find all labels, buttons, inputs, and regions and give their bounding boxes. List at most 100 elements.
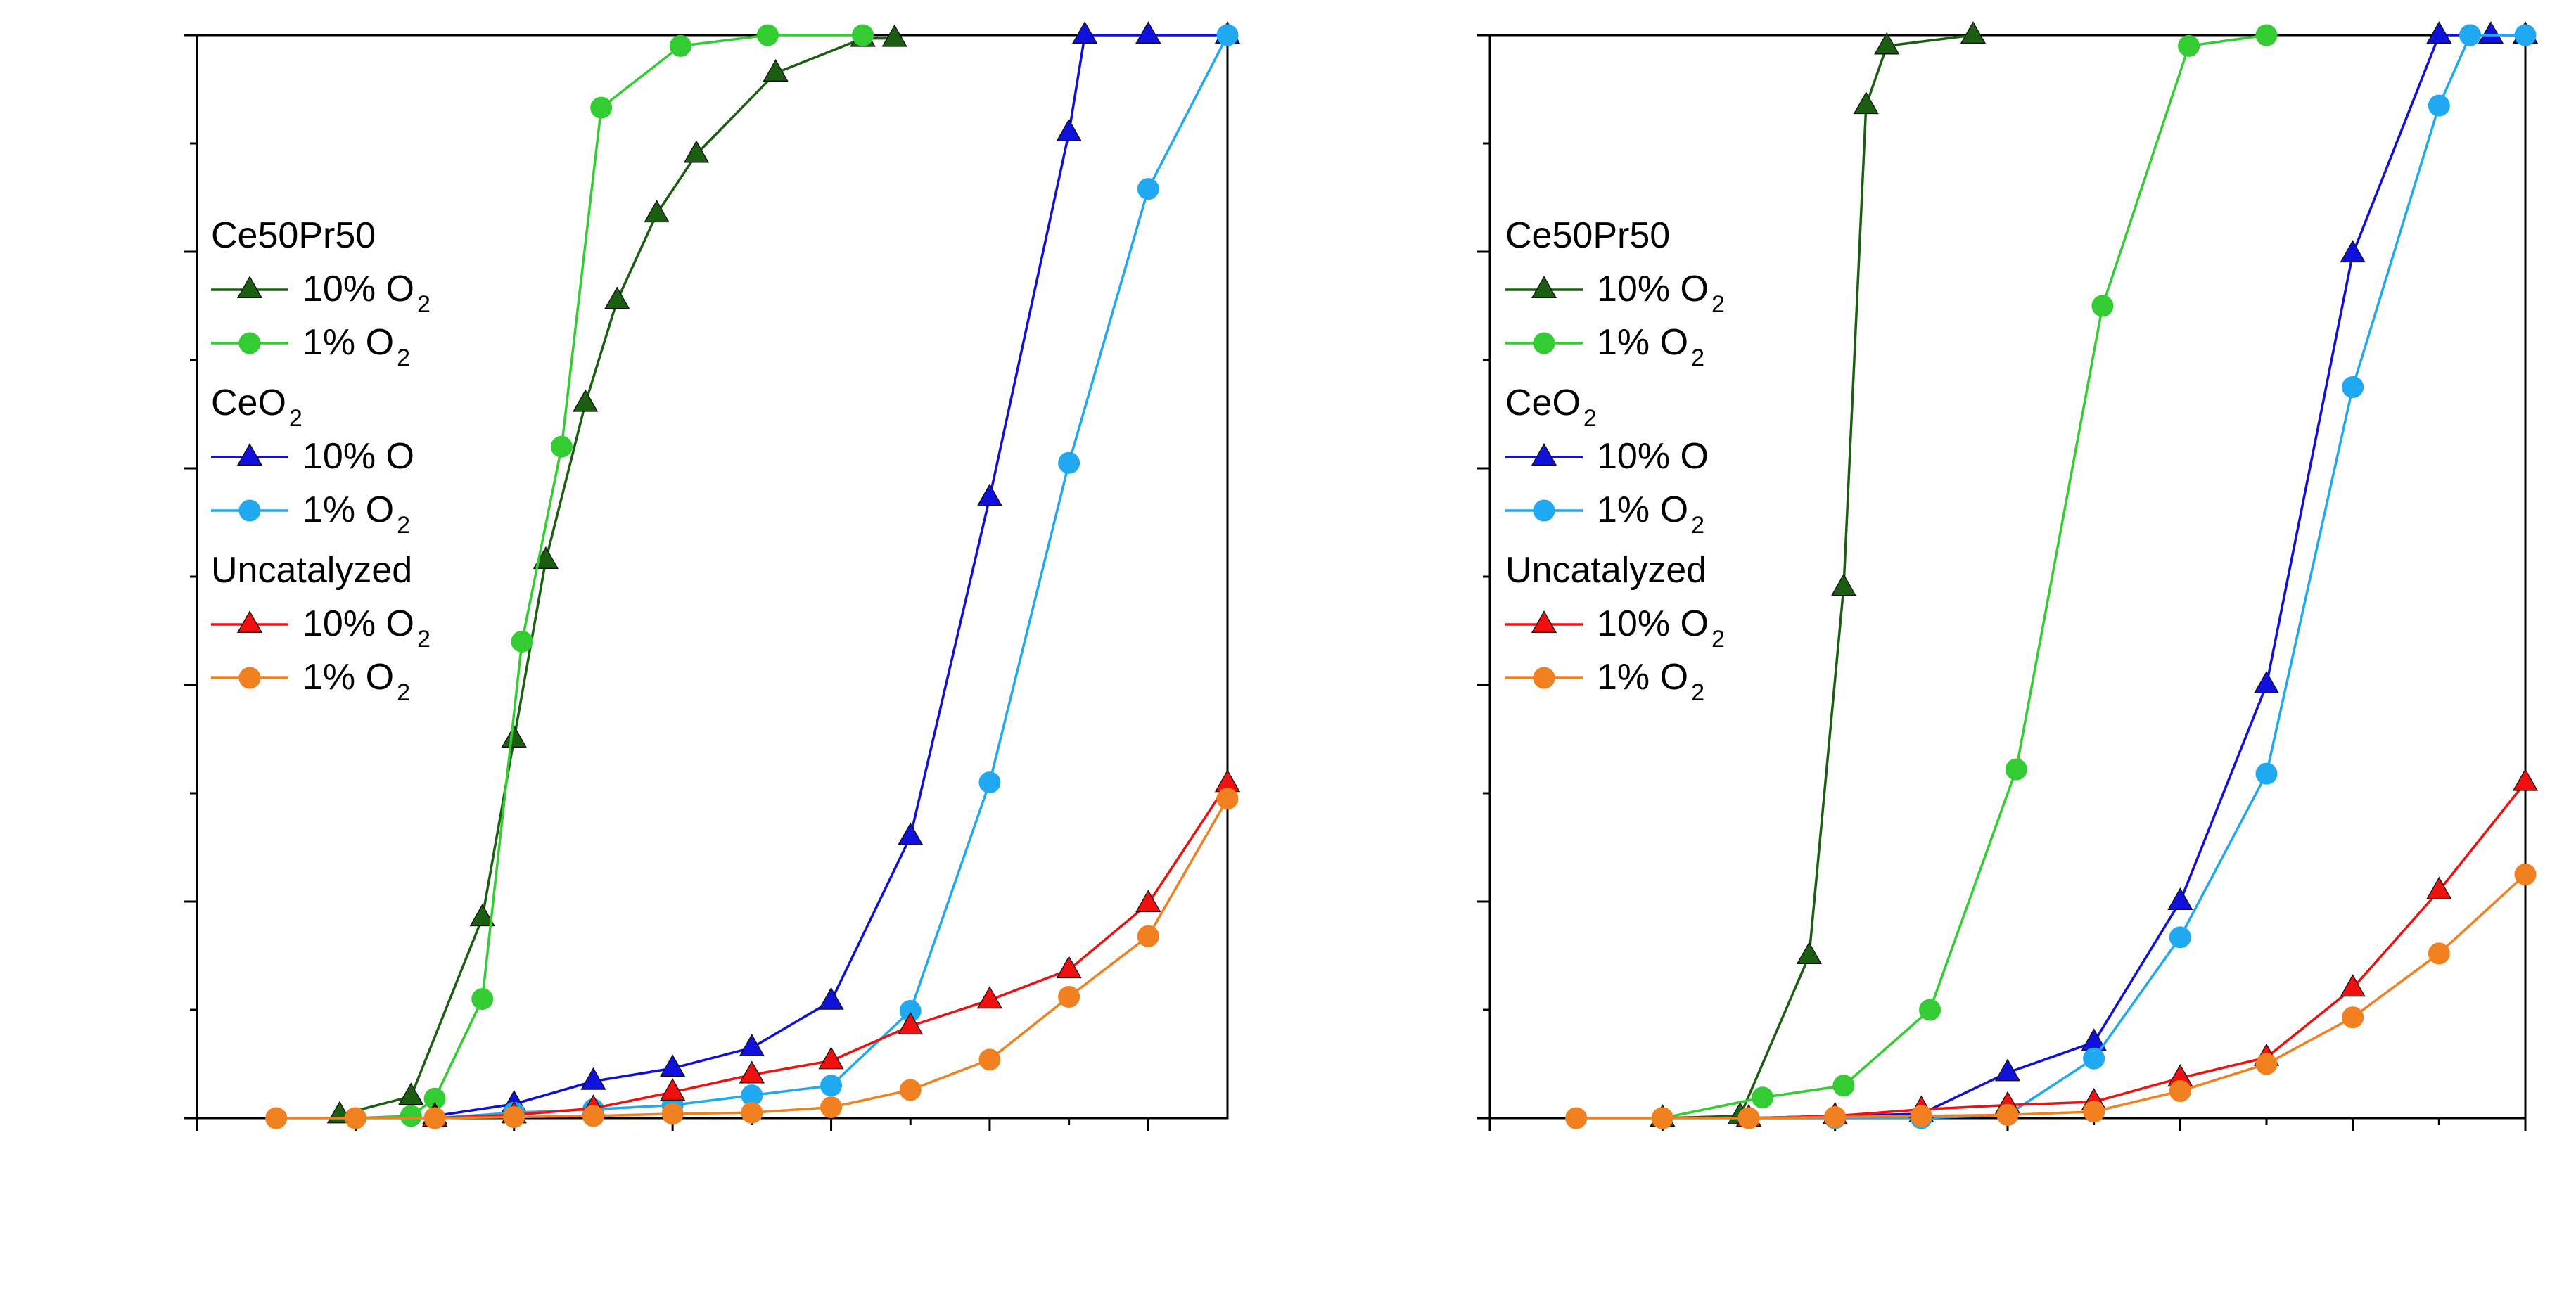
legend-group-label: Uncatalyzed <box>211 550 412 591</box>
data-point <box>604 286 630 309</box>
series-ceo2-10-o <box>1735 21 2539 1127</box>
data-point <box>978 1048 1001 1071</box>
data-point <box>1796 942 1822 965</box>
data-point <box>2255 762 2278 785</box>
data-point <box>1737 1107 1760 1129</box>
data-point <box>1216 788 1239 810</box>
data-point <box>2342 1006 2364 1029</box>
data-point <box>1137 178 1159 200</box>
data-point <box>2426 876 2452 899</box>
series-line <box>1748 34 2525 1120</box>
data-point <box>660 1054 686 1077</box>
data-point <box>1056 118 1082 141</box>
data-point <box>898 1012 924 1035</box>
legend-group-label: Ce50Pr50 <box>211 215 376 256</box>
data-point <box>763 58 789 82</box>
data-point <box>1919 999 1941 1021</box>
data-point <box>898 822 924 845</box>
legend-marker <box>236 276 263 299</box>
data-point <box>1651 1107 1673 1129</box>
data-point <box>501 725 527 748</box>
data-point <box>265 1107 288 1129</box>
data-point <box>899 1079 922 1101</box>
data-point <box>1137 925 1159 947</box>
data-point <box>741 1101 763 1124</box>
data-point <box>590 96 613 119</box>
series-line <box>434 34 1229 1120</box>
data-point <box>1058 986 1080 1008</box>
data-point <box>881 24 907 47</box>
legend-marker <box>1533 499 1555 522</box>
legend-marker <box>238 332 261 354</box>
data-point <box>852 24 874 46</box>
data-point <box>2255 24 2278 46</box>
data-point <box>1960 21 1987 44</box>
legend-marker <box>1533 332 1555 354</box>
data-point <box>1910 1105 1932 1127</box>
legend-marker <box>1533 667 1555 689</box>
data-point <box>2514 24 2537 46</box>
data-point <box>660 1078 686 1101</box>
data-point <box>2253 671 2280 694</box>
data-point <box>1072 21 1098 44</box>
legend-marker <box>1531 443 1557 466</box>
legend-group-label: Ce50Pr50 <box>1505 215 1670 256</box>
legend-marker <box>238 667 261 689</box>
series-uncatalyzed-1-o2 <box>265 788 1239 1129</box>
data-point <box>580 1067 606 1090</box>
data-point <box>2167 887 2193 911</box>
data-point <box>582 1105 604 1127</box>
legend-marker <box>1531 610 1557 634</box>
data-point <box>1216 24 1239 46</box>
data-point <box>978 771 1001 794</box>
data-point <box>2169 1080 2191 1102</box>
data-point <box>550 435 573 458</box>
data-point <box>1135 890 1161 913</box>
series-line <box>434 34 1228 1117</box>
data-point <box>818 987 844 1010</box>
data-point <box>756 24 779 46</box>
data-point <box>503 1105 525 1128</box>
data-point <box>820 1096 843 1119</box>
data-point <box>2178 34 2200 57</box>
data-point <box>1994 1058 2021 1082</box>
data-point <box>644 200 670 223</box>
data-point <box>400 1105 422 1127</box>
data-point <box>2428 94 2450 117</box>
series-line <box>1749 34 2525 1120</box>
data-point <box>739 1060 765 1084</box>
data-point <box>1135 21 1161 44</box>
data-point <box>683 140 710 163</box>
series-ce50pr50-1-o2 <box>344 24 874 1129</box>
data-point <box>820 1075 843 1097</box>
data-point <box>2255 1053 2278 1075</box>
series-line <box>1576 873 2527 1120</box>
data-point <box>2426 21 2452 44</box>
data-point <box>1853 91 1879 115</box>
legend-group-label: CeO 2 <box>211 383 302 432</box>
data-point <box>511 630 533 653</box>
legend-entry-label: 10% O <box>1597 436 1709 477</box>
legend-group-label: CeO 2 <box>1505 383 1597 432</box>
series-line <box>339 37 895 1117</box>
data-point <box>1752 1086 1774 1109</box>
legend-group-label: Uncatalyzed <box>1505 550 1707 591</box>
data-point <box>1824 1105 1847 1128</box>
legend-marker <box>1531 276 1557 299</box>
data-point <box>2340 974 2366 997</box>
data-point <box>1832 1075 1855 1097</box>
data-point <box>661 1103 684 1125</box>
